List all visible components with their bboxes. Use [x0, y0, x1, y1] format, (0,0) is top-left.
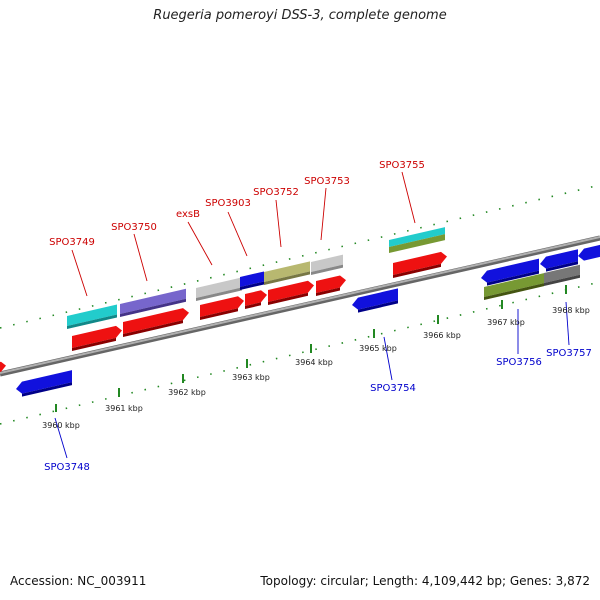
accession-text: Accession: NC_003911: [10, 574, 147, 588]
genome-backbone: [0, 235, 600, 377]
gc-track-lower: [0, 281, 600, 425]
feature-box: [196, 277, 242, 301]
gene-label-SPO3753: SPO3753: [304, 176, 350, 187]
topology-text: Topology: circular; Length: 4,109,442 bp…: [260, 574, 590, 588]
cds-arrow: [123, 308, 189, 337]
cds-arrow: [352, 288, 398, 313]
gene-label-SPO3903: SPO3903: [205, 198, 251, 209]
cds-arrow: [0, 361, 6, 372]
tick-label: 3960 kbp: [42, 421, 80, 430]
feature-box: [311, 254, 343, 275]
feature-box: [240, 271, 264, 290]
tick-label: 3963 kbp: [232, 373, 270, 382]
tick-label: 3967 kbp: [487, 318, 525, 327]
feature-box: [544, 264, 580, 286]
cds-arrow: [72, 325, 122, 351]
feature-box: [264, 261, 310, 285]
gene-label-SPO3757: SPO3757: [546, 348, 592, 359]
cds-arrow: [268, 280, 314, 305]
forward-label-lines: [71, 171, 416, 297]
cds-arrow: [16, 370, 72, 397]
gene-label-SPO3750: SPO3750: [111, 222, 157, 233]
cds-arrow: [540, 249, 578, 272]
gc-track-upper: [0, 184, 600, 329]
cds-arrow: [481, 258, 539, 286]
tick-label: 3968 kbp: [552, 306, 590, 315]
tick-label: 3961 kbp: [105, 404, 143, 413]
tick-label: 3964 kbp: [295, 358, 333, 367]
map-title: Ruegeria pomeroyi DSS-3, complete genome: [153, 8, 447, 23]
gene-label-SPO3749: SPO3749: [49, 237, 95, 248]
cds-arrow: [316, 275, 346, 296]
forward-features: [0, 227, 447, 372]
gene-label-SPO3756: SPO3756: [496, 357, 542, 368]
feature-box: [484, 273, 544, 300]
track-dots: [0, 281, 600, 425]
feature-box: [389, 227, 445, 253]
gene-label-SPO3748: SPO3748: [44, 462, 90, 473]
cds-arrow: [200, 296, 244, 320]
feature-box: [120, 288, 186, 317]
cds-arrow: [578, 244, 600, 261]
gene-label-SPO3752: SPO3752: [253, 187, 299, 198]
kbp-ticks: [55, 285, 567, 412]
cds-arrow: [393, 251, 447, 278]
tick-label: 3966 kbp: [423, 331, 461, 340]
reverse-features: [16, 244, 600, 397]
gene-label-SPO3755: SPO3755: [379, 160, 425, 171]
reverse-label-lines: [54, 301, 570, 459]
tick-label: 3965 kbp: [359, 344, 397, 353]
gene-label-exsB: exsB: [176, 209, 200, 220]
cds-arrow: [245, 290, 267, 309]
track-dots: [0, 184, 600, 329]
gene-label-SPO3754: SPO3754: [370, 383, 416, 394]
tick-label: 3962 kbp: [168, 388, 206, 397]
feature-box: [67, 304, 117, 329]
